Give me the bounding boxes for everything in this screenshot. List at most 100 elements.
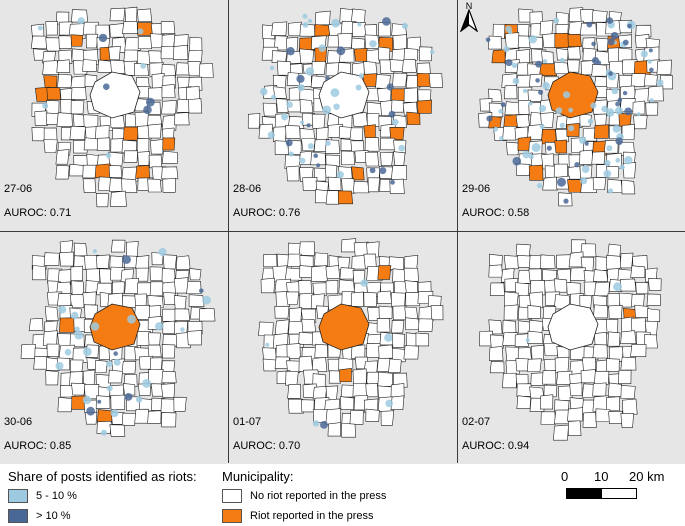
- riot-municipality: [567, 179, 583, 193]
- post-share-high: [98, 33, 108, 43]
- post-share-low: [202, 295, 212, 305]
- municipality: [503, 85, 518, 100]
- legend-item-low-share: 5 - 10 %: [8, 489, 77, 503]
- post-share-low: [142, 379, 152, 388]
- municipality: [188, 98, 203, 114]
- municipality: [363, 60, 378, 76]
- municipality: [287, 383, 302, 399]
- scale-zero: 0: [561, 469, 569, 484]
- post-share-low: [568, 107, 574, 113]
- municipality: [73, 242, 88, 257]
- post-share-low: [522, 150, 531, 159]
- municipality: [489, 334, 504, 349]
- municipality: [111, 239, 126, 253]
- municipality: [301, 399, 315, 413]
- municipality: [275, 291, 291, 307]
- map-panel-4: 30-06 AUROC: 0.85: [0, 232, 228, 464]
- municipality: [377, 371, 394, 387]
- post-share-high: [336, 46, 346, 56]
- municipality: [58, 35, 72, 49]
- auroc-label: AUROC: 0.71: [4, 207, 72, 219]
- scale-mid: 10: [594, 469, 609, 484]
- municipality: [173, 277, 189, 294]
- municipality: [543, 384, 558, 398]
- municipality: [187, 60, 201, 77]
- post-share-high: [591, 41, 596, 47]
- post-share-low: [105, 152, 112, 159]
- municipality: [173, 396, 187, 412]
- municipality-map: [30, 6, 214, 208]
- municipality: [150, 139, 165, 155]
- post-share-low: [265, 342, 270, 347]
- post-share-low: [498, 109, 504, 114]
- municipality: [620, 330, 637, 345]
- municipality: [341, 422, 356, 438]
- municipality: [529, 291, 544, 309]
- post-share-low: [260, 87, 268, 96]
- post-share-high: [535, 78, 540, 83]
- municipality: [337, 32, 353, 49]
- post-share-high: [622, 90, 628, 96]
- municipality: [161, 114, 177, 131]
- auroc-label: AUROC: 0.94: [462, 440, 530, 452]
- municipality: [630, 344, 647, 357]
- municipality: [302, 177, 318, 191]
- municipality: [327, 176, 342, 191]
- municipality: [71, 280, 84, 295]
- post-share-low: [71, 311, 79, 320]
- municipality: [31, 127, 47, 142]
- municipality: [187, 50, 203, 63]
- municipality: [388, 358, 402, 374]
- municipality: [273, 86, 287, 99]
- post-share-high: [615, 137, 623, 145]
- post-share-high: [379, 167, 387, 175]
- riot-municipality: [391, 88, 407, 102]
- post-share-low: [615, 157, 621, 163]
- municipality: [553, 424, 569, 441]
- municipality: [189, 36, 203, 52]
- riot-municipality: [416, 72, 432, 87]
- municipality: [340, 238, 357, 253]
- municipality: [631, 317, 647, 333]
- post-share-high: [306, 123, 311, 128]
- date-label: 28-06: [233, 183, 262, 195]
- municipality: [406, 36, 422, 51]
- municipality: [121, 178, 138, 193]
- municipality: [632, 100, 646, 115]
- legend-item-high-share: > 10 %: [8, 509, 71, 523]
- municipality: [275, 343, 291, 360]
- post-share-high: [500, 102, 506, 108]
- riot-municipality: [162, 137, 176, 151]
- municipality: [324, 164, 338, 178]
- municipality: [175, 331, 191, 349]
- municipality: [392, 72, 408, 88]
- municipality: [592, 177, 607, 191]
- municipality: [608, 410, 623, 424]
- municipality: [607, 331, 621, 347]
- post-share-low: [636, 112, 641, 117]
- municipality: [71, 382, 86, 396]
- municipality: [149, 281, 164, 297]
- dark-blue-swatch: [8, 509, 28, 523]
- post-share-high: [320, 421, 328, 429]
- central-city: [547, 303, 599, 351]
- auroc-label: AUROC: 0.58: [462, 207, 530, 219]
- municipality: [339, 8, 353, 23]
- riot-municipality: [491, 49, 506, 64]
- municipality: [378, 46, 391, 61]
- municipality: [539, 254, 556, 269]
- post-share-high: [103, 83, 110, 90]
- post-share-low: [158, 248, 167, 256]
- riot-municipality: [353, 48, 368, 62]
- municipality: [189, 267, 202, 281]
- municipality: [71, 86, 87, 100]
- municipality: [340, 150, 355, 166]
- post-share-low: [612, 125, 621, 133]
- municipality: [85, 268, 101, 283]
- legend-item-riot: Riot reported in the press: [222, 509, 374, 523]
- municipality: [314, 343, 329, 358]
- municipality: [593, 304, 608, 319]
- riot-municipality: [406, 111, 421, 125]
- municipality: [620, 413, 634, 428]
- municipality: [567, 46, 581, 60]
